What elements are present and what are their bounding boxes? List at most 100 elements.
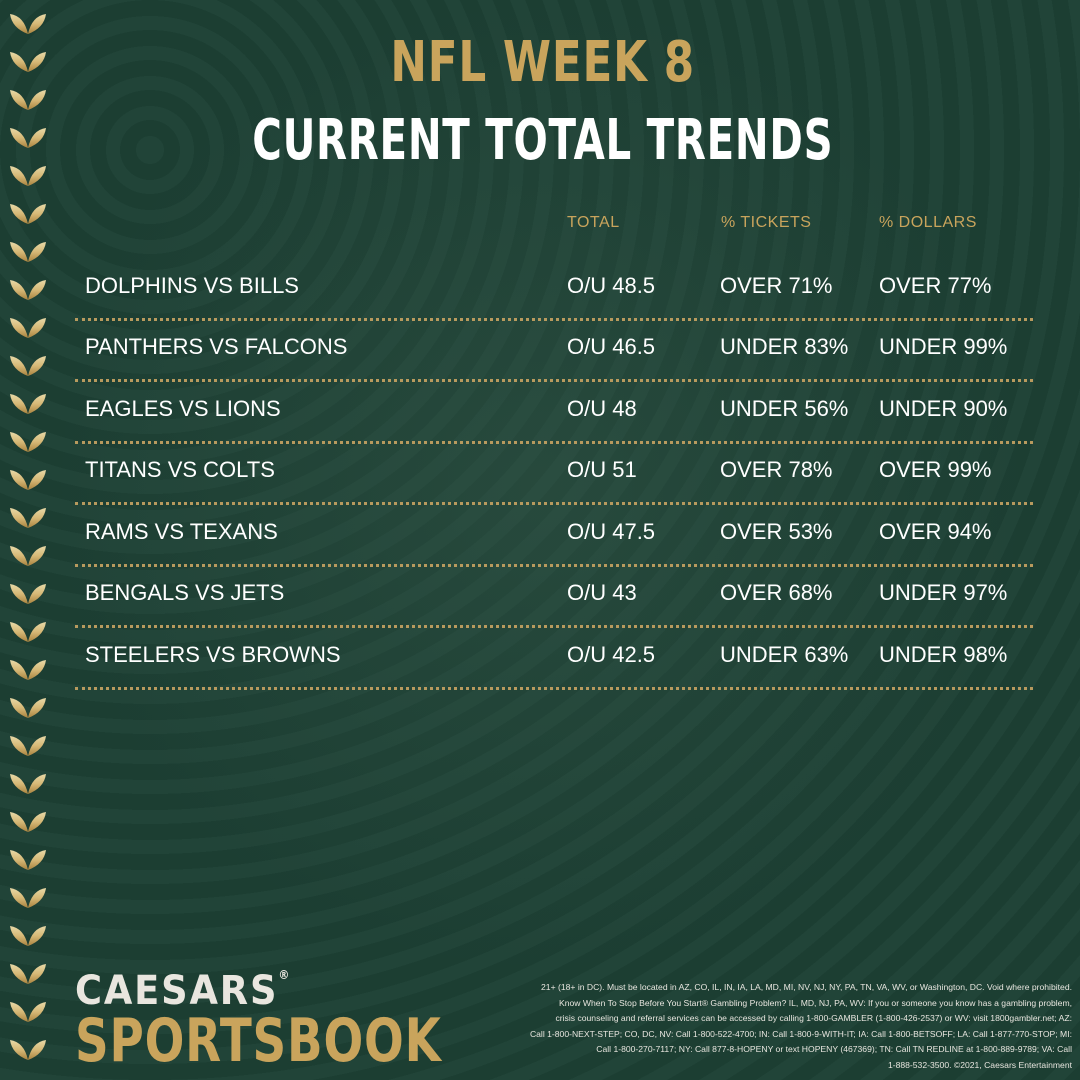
laurel-leaf-icon	[28, 1040, 46, 1060]
laurel-leaf-icon	[28, 394, 46, 414]
laurel-leaf-icon	[28, 470, 46, 490]
laurel-leaf-icon	[28, 774, 46, 794]
column-header-total: TOTAL	[567, 214, 620, 231]
laurel-leaf-icon	[10, 280, 28, 300]
laurel-leaf-icon	[10, 736, 28, 756]
laurel-leaf-icon	[28, 14, 46, 34]
tickets-cell: UNDER 56%	[720, 396, 849, 421]
row-divider	[75, 441, 1033, 444]
tickets-cell: OVER 71%	[720, 273, 833, 298]
total-cell: O/U 46.5	[567, 334, 656, 359]
laurel-leaf-icon	[10, 546, 28, 566]
laurel-leaf-icon	[10, 470, 28, 490]
table-row: TITANS VS COLTS O/U 51 OVER 78% OVER 99%	[75, 443, 1033, 505]
laurel-leaf-icon	[10, 90, 28, 110]
laurel-leaf-icon	[28, 90, 46, 110]
laurel-leaf-icon	[28, 318, 46, 338]
matchup-cell: BENGALS VS JETS	[85, 580, 285, 605]
total-cell: O/U 51	[567, 457, 637, 482]
laurel-leaf-icon	[28, 850, 46, 870]
dollars-cell: UNDER 98%	[879, 642, 1008, 667]
laurel-leaf-icon	[28, 204, 46, 224]
laurel-leaf-icon	[28, 52, 46, 72]
column-header-tickets: % TICKETS	[721, 214, 812, 231]
table-row: RAMS VS TEXANS O/U 47.5 OVER 53% OVER 94…	[75, 505, 1033, 567]
title-week: NFL WEEK 8	[390, 30, 695, 95]
laurel-leaf-icon	[28, 166, 46, 186]
laurel-leaf-icon	[28, 698, 46, 718]
laurel-leaf-icon	[10, 774, 28, 794]
laurel-leaf-icon	[10, 52, 28, 72]
tickets-cell: OVER 53%	[720, 519, 833, 544]
row-divider	[75, 564, 1033, 567]
laurel-leaf-icon	[28, 546, 46, 566]
laurel-leaf-icon	[10, 394, 28, 414]
dollars-cell: UNDER 97%	[879, 580, 1008, 605]
matchup-cell: EAGLES VS LIONS	[85, 396, 281, 421]
laurel-leaf-icon	[10, 888, 28, 908]
disclaimer-line: 1-888-532-3500. ©2021, Caesars Entertain…	[887, 1059, 1072, 1070]
laurel-leaf-icon	[28, 280, 46, 300]
matchup-cell: STEELERS VS BROWNS	[85, 642, 341, 667]
laurel-leaf-icon	[10, 926, 28, 946]
laurel-leaf-icon	[10, 128, 28, 148]
laurel-leaf-icon	[10, 660, 28, 680]
laurel-leaf-icon	[10, 812, 28, 832]
row-divider	[75, 687, 1033, 690]
laurel-leaf-icon	[28, 964, 46, 984]
table-row: BENGALS VS JETS O/U 43 OVER 68% UNDER 97…	[75, 566, 1033, 628]
column-header-dollars: % DOLLARS	[879, 214, 977, 231]
laurel-leaf-icon	[10, 1040, 28, 1060]
brand-sportsbook: SPORTSBOOK	[75, 1006, 442, 1076]
laurel-leaf-icon	[10, 698, 28, 718]
laurel-leaf-icon	[28, 926, 46, 946]
dollars-cell: OVER 77%	[879, 273, 992, 298]
dollars-cell: OVER 94%	[879, 519, 992, 544]
matchup-cell: RAMS VS TEXANS	[85, 519, 278, 544]
caesars-sportsbook-logo: CAESARS® SPORTSBOOK	[75, 968, 545, 1076]
laurel-leaf-icon	[28, 1002, 46, 1022]
table-row: DOLPHINS VS BILLS O/U 48.5 OVER 71% OVER…	[75, 259, 1033, 321]
laurel-leaf-icon	[10, 508, 28, 528]
row-divider	[75, 625, 1033, 628]
laurel-leaf-icon	[28, 736, 46, 756]
laurel-leaf-icon	[28, 128, 46, 148]
tickets-cell: OVER 68%	[720, 580, 833, 605]
table-row: PANTHERS VS FALCONS O/U 46.5 UNDER 83% U…	[75, 320, 1033, 382]
row-divider	[75, 379, 1033, 382]
laurel-leaf-icon	[28, 242, 46, 262]
row-divider	[75, 502, 1033, 505]
dollars-cell: OVER 99%	[879, 457, 992, 482]
laurel-leaf-icon	[10, 1002, 28, 1022]
disclaimer-line: Know When To Stop Before You Start® Gamb…	[559, 997, 1072, 1008]
matchup-cell: TITANS VS COLTS	[85, 457, 275, 482]
laurel-leaf-icon	[28, 812, 46, 832]
laurel-leaf-icon	[10, 850, 28, 870]
total-cell: O/U 43	[567, 580, 637, 605]
tickets-cell: UNDER 83%	[720, 334, 849, 359]
laurel-leaf-icon	[10, 242, 28, 262]
row-divider	[75, 318, 1033, 321]
disclaimer-line: crisis counseling and referral services …	[555, 1013, 1072, 1023]
legal-disclaimer: 21+ (18+ in DC). Must be located in AZ, …	[450, 980, 1072, 1073]
laurel-leaf-icon	[28, 356, 46, 376]
laurel-leaf-icon	[28, 432, 46, 452]
disclaimer-line: Call 1-800-270-7117; NY: Call 877-8-HOPE…	[596, 1044, 1072, 1054]
matchup-cell: DOLPHINS VS BILLS	[85, 273, 299, 298]
laurel-leaf-icon	[28, 888, 46, 908]
brand-caesars-text: CAESARS	[75, 968, 279, 1014]
laurel-leaf-icon	[10, 584, 28, 604]
tickets-cell: UNDER 63%	[720, 642, 849, 667]
laurel-leaf-icon	[10, 622, 28, 642]
disclaimer-line: 21+ (18+ in DC). Must be located in AZ, …	[541, 982, 1072, 992]
laurel-leaf-icon	[10, 204, 28, 224]
laurel-vine-decoration	[10, 0, 46, 1080]
tickets-cell: OVER 78%	[720, 457, 833, 482]
laurel-leaf-icon	[10, 964, 28, 984]
registered-mark: ®	[278, 968, 292, 982]
laurel-leaf-icon	[10, 356, 28, 376]
laurel-leaf-icon	[28, 508, 46, 528]
dollars-cell: UNDER 90%	[879, 396, 1008, 421]
total-cell: O/U 48	[567, 396, 637, 421]
laurel-leaf-icon	[10, 14, 28, 34]
